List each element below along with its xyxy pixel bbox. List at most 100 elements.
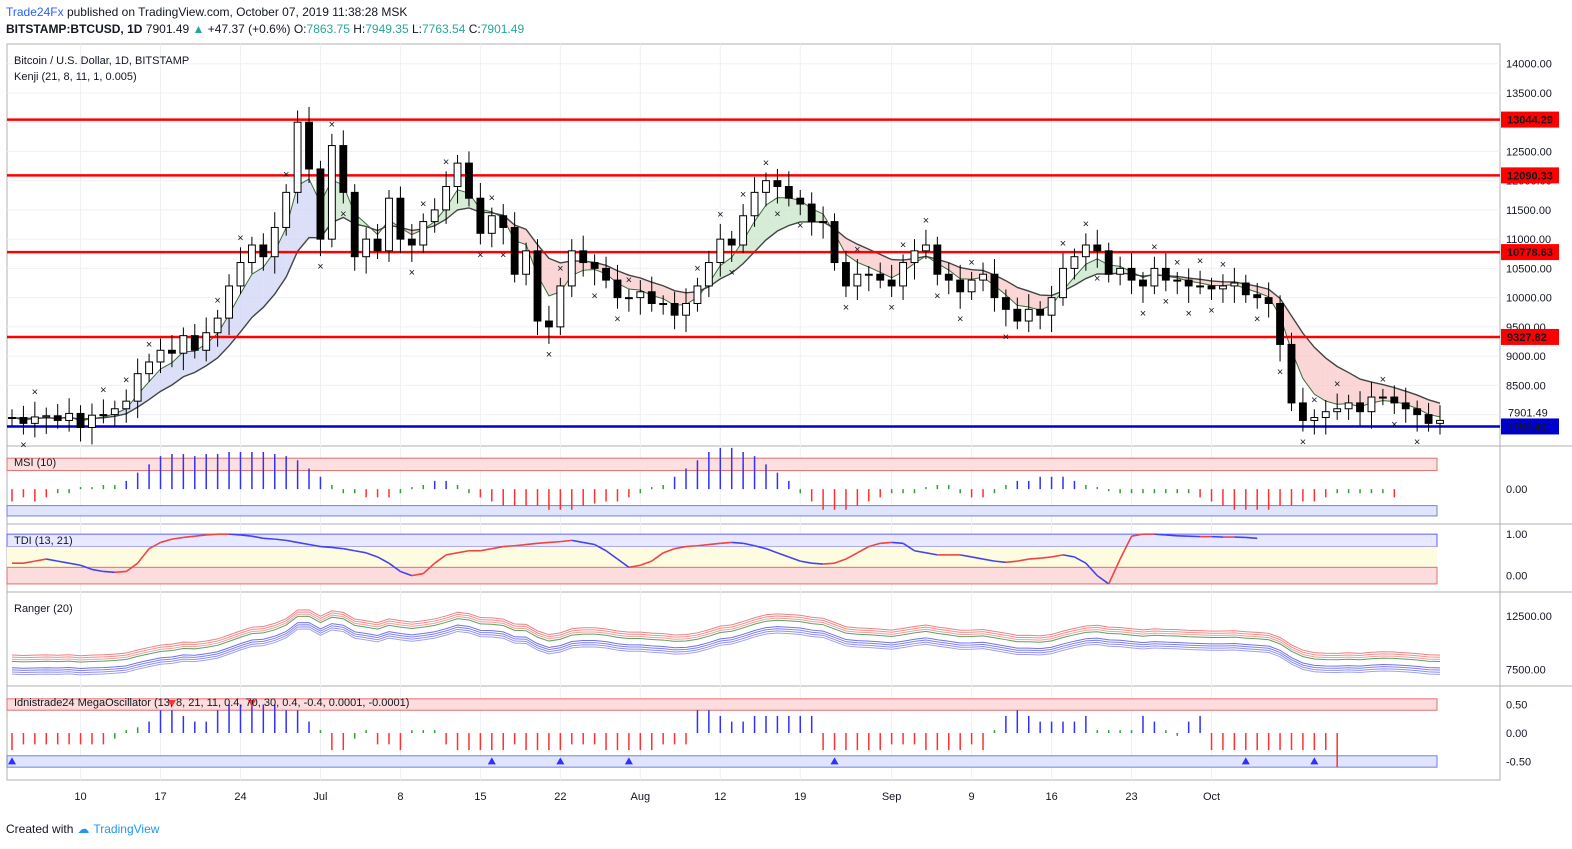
tradingview-brand[interactable]: TradingView (93, 822, 160, 836)
kenji-cloud-segment (1325, 358, 1338, 405)
candle (739, 215, 748, 246)
x-tick-label: Sep (882, 791, 902, 803)
candle (1207, 285, 1216, 290)
tdi-line-segment (754, 544, 767, 550)
msi-upper-zone (6, 457, 1438, 472)
candle (727, 238, 736, 246)
candle (453, 162, 462, 188)
candle (704, 262, 713, 287)
tdi-line-segment (80, 564, 93, 571)
tdi-line-segment (286, 539, 298, 544)
price-level-label: 9327.82 (1507, 332, 1547, 344)
candle (796, 197, 805, 205)
candle (1344, 402, 1353, 410)
candle (1070, 256, 1079, 269)
candle (1333, 408, 1342, 413)
tdi-line-segment (525, 542, 538, 546)
candle (430, 209, 439, 223)
buy-marker: × (1151, 242, 1157, 254)
candle (1436, 419, 1444, 424)
candle (590, 262, 599, 269)
kenji-cloud-segment (754, 205, 766, 252)
tdi-line-segment (343, 547, 355, 552)
tdi-line-segment (856, 545, 870, 554)
tradingview-logo-icon[interactable]: ☁ (77, 822, 90, 836)
tdi-line-segment (34, 558, 47, 562)
x-tick-label: 8 (397, 791, 403, 803)
buy-marker: × (1334, 379, 1340, 391)
tdi-line-segment (1085, 562, 1098, 577)
msi-lower-zone (6, 505, 1438, 517)
y-tick-label: -0.50 (1506, 756, 1531, 768)
tdi-line-segment (982, 558, 995, 562)
tdi-line-segment (1119, 535, 1133, 560)
candle (853, 273, 862, 287)
kenji-cloud-segment (960, 267, 972, 280)
mega-sell-signal (167, 699, 176, 707)
candle (636, 291, 645, 299)
x-tick-label: 9 (969, 791, 975, 803)
candle (784, 186, 793, 199)
buy-marker: × (900, 239, 906, 251)
sell-marker: × (934, 290, 940, 302)
candle (213, 317, 222, 334)
tdi-line-segment (1051, 554, 1064, 558)
symbol-label: BITSTAMP:BTCUSD, 1D (6, 22, 143, 36)
kenji-cloud-segment (183, 351, 195, 377)
tdi-title: TDI (13, 21) (14, 535, 73, 547)
chart-frame (6, 43, 1501, 781)
candle (1036, 308, 1045, 316)
candle (647, 291, 656, 304)
kenji-cloud-segment (297, 178, 310, 252)
x-tick-label: Jul (313, 791, 327, 803)
author-link[interactable]: Trade24Fx (6, 5, 64, 19)
tdi-line-segment (971, 556, 984, 560)
kenji-cloud-segment (628, 275, 641, 291)
candle (1059, 267, 1067, 299)
kenji-cloud-segment (663, 285, 675, 306)
tdi-line-segment (902, 542, 915, 552)
tdi-line-segment (206, 533, 218, 536)
y-tick-label: 11500.00 (1506, 205, 1551, 217)
candle (899, 262, 907, 287)
candle (1321, 411, 1330, 419)
candle (1378, 396, 1387, 399)
price-level-badge (1501, 244, 1559, 261)
tdi-line-segment (640, 560, 653, 567)
price-level-badge (1501, 111, 1559, 128)
candle (362, 238, 371, 258)
mega-buy-signal (1310, 757, 1319, 765)
candle (1356, 402, 1364, 413)
kenji-cloud-segment (731, 240, 744, 274)
x-tick-label: 16 (1045, 791, 1057, 803)
ohlc-low: L:7763.54 (411, 22, 466, 36)
tdi-line-segment (331, 546, 344, 550)
candle (122, 400, 131, 410)
ohlc-open: O:7863.75 (293, 22, 350, 36)
candle (373, 238, 382, 252)
ohlc-high: H:7949.35 (353, 22, 409, 36)
mega-title: Idnistrade24 MegaOscillator (13, 8, 21, … (14, 697, 409, 709)
tdi-line-segment (114, 570, 127, 574)
tdi-line-segment (548, 540, 561, 544)
price-level-badge (1501, 167, 1559, 184)
tdi-line-segment (251, 535, 264, 540)
sell-marker: × (1300, 437, 1306, 449)
candle (487, 215, 496, 234)
sell-marker: × (340, 208, 346, 220)
candle (1287, 343, 1296, 404)
candle (202, 332, 211, 351)
tdi-line-segment (411, 572, 424, 577)
kenji-cloud-segment (263, 251, 275, 308)
tdi-line-segment (880, 541, 892, 545)
candle (282, 191, 291, 228)
price-change: +47.37 (+0.6%) (207, 22, 291, 36)
tdi-line-segment (354, 549, 367, 554)
tdi-line-segment (263, 537, 275, 540)
y-tick-label: 7500.00 (1506, 664, 1546, 676)
candle (396, 197, 405, 240)
tdi-line-segment (560, 539, 572, 543)
sell-marker: × (1277, 366, 1283, 378)
candle (1310, 417, 1319, 421)
